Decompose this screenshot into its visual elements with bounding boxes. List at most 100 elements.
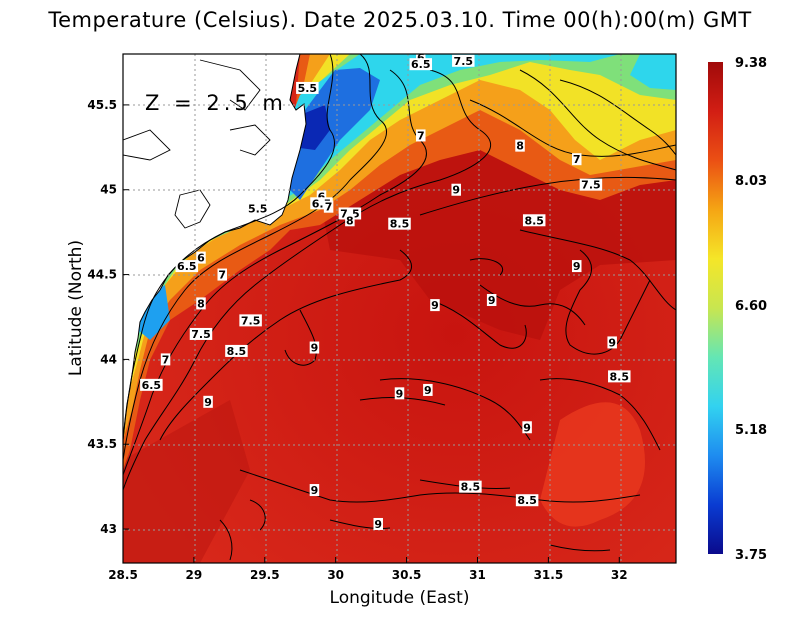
contour-label-box (388, 217, 411, 230)
contour-label: 6.5 (411, 58, 431, 71)
x-tick-label: 30 (327, 568, 344, 582)
x-tick-label: 30.5 (392, 568, 422, 582)
contour-label: 9 (488, 294, 496, 307)
contour-label: 9 (573, 260, 581, 273)
contour-label-box (608, 370, 631, 383)
contour-label-box (416, 51, 426, 64)
y-tick-label: 45.5 (87, 98, 117, 112)
axis-ticks: 28.5 29 29.5 30 30.5 31 31.5 32 43 43.5 44 44.5 45 45… (87, 98, 627, 582)
depth-label: Z = 2.5 m (145, 91, 287, 115)
contour-label: 7.5 (340, 207, 360, 220)
contour-label: 8.5 (524, 214, 544, 227)
contour-label-box (246, 202, 269, 215)
x-tick-label: 29.5 (250, 568, 280, 582)
contour-label: 6 (318, 191, 326, 204)
contour-label-box (579, 178, 603, 191)
colorbar-tick-label: 8.03 (735, 174, 767, 189)
colorbar-labels: 9.38 8.03 6.60 5.18 3.75 (735, 56, 767, 563)
contour-label-box (373, 517, 383, 530)
contour-label-box (522, 421, 532, 434)
contour-label-box (217, 268, 228, 281)
contour-label-box (345, 214, 355, 227)
contour-label-box (394, 387, 405, 400)
contour-label: 9 (431, 299, 439, 312)
y-tick-label: 43 (100, 522, 117, 536)
contour-label-box (451, 183, 461, 196)
contour-label-box (323, 200, 334, 213)
colorbar-tick-label: 9.38 (735, 56, 767, 71)
contour-label: 7 (325, 201, 333, 214)
contour-label: 9 (311, 342, 319, 355)
contour-label-box (196, 297, 206, 310)
contour-lines (123, 54, 676, 561)
plot-frame (122, 53, 677, 564)
contour-label-box (522, 214, 546, 227)
contour-label: 8.5 (461, 481, 481, 494)
contour-label-box (515, 139, 525, 152)
contour-label-box (140, 378, 163, 391)
contour-label-box (515, 494, 539, 507)
contour-label: 5.5 (298, 82, 318, 95)
contour-label: 8.5 (227, 345, 247, 358)
contour-label: 6 (417, 51, 425, 64)
contour-label: 8 (197, 297, 205, 310)
contour-label-box (296, 81, 319, 94)
colorbar-scale (708, 62, 723, 554)
contour-label: 7 (162, 353, 170, 366)
contour-label-box (416, 129, 426, 142)
contour-label-box (160, 353, 171, 366)
colorbar-tick-label: 6.60 (735, 299, 767, 314)
map-title: Temperature (Celsius). Date 2025.03.10. … (48, 8, 752, 32)
contour-label: 6.5 (177, 260, 197, 273)
contour-label: 7 (218, 269, 226, 282)
x-tick-label: 29 (186, 568, 203, 582)
contour-label: 8.5 (610, 370, 630, 383)
contour-label-box (189, 327, 213, 340)
contour-label-box (459, 480, 482, 493)
contour-label: 6 (197, 252, 205, 265)
colorbar: 9.38 8.03 6.60 5.18 3.75 (708, 56, 767, 563)
contour-label-box (571, 260, 582, 273)
contour-label-box (309, 341, 320, 354)
y-tick-label: 44 (100, 352, 117, 366)
contour-label: 7.5 (241, 314, 261, 327)
contour-label: 5.5 (248, 202, 268, 215)
contour-label-box (338, 207, 362, 220)
contour-label: 7 (573, 153, 581, 166)
x-tick-label: 28.5 (108, 568, 138, 582)
contour-label: 8 (346, 214, 354, 227)
contour-label: 8.5 (517, 494, 537, 507)
y-tick-label: 43.5 (87, 437, 117, 451)
contour-label: 8.5 (390, 218, 410, 231)
colorbar-tick-label: 5.18 (735, 423, 767, 438)
graticule (123, 54, 676, 563)
y-axis-label: Latitude (North) (66, 239, 86, 377)
contour-label: 9 (452, 184, 460, 197)
contour-label-box (452, 54, 475, 67)
y-tick-label: 44.5 (87, 268, 117, 282)
contour-label-box (309, 484, 320, 497)
x-axis-label: Longitude (East) (329, 588, 470, 608)
contour-label-box (571, 153, 582, 166)
contour-label-box (607, 336, 617, 349)
x-tick-label: 32 (611, 568, 628, 582)
contour-label: 7 (417, 129, 425, 142)
contour-label: 8 (516, 140, 524, 153)
contour-label: 7.5 (581, 179, 601, 192)
contour-label: 6.5 (142, 379, 162, 392)
contour-label-box (239, 314, 262, 327)
contour-label: 7.5 (454, 55, 474, 68)
contour-label-box (203, 395, 213, 408)
contour-label-box (409, 58, 433, 71)
contour-label-box (486, 294, 497, 307)
contour-label: 9 (204, 396, 212, 409)
contour-label-box (430, 299, 440, 312)
contour-label: 9 (396, 387, 404, 400)
contour-label-box (423, 383, 433, 396)
x-tick-label: 31.5 (534, 568, 564, 582)
contour-label-box (175, 260, 199, 273)
contour-label-box (316, 190, 327, 203)
contour-label: 7.5 (191, 328, 211, 341)
